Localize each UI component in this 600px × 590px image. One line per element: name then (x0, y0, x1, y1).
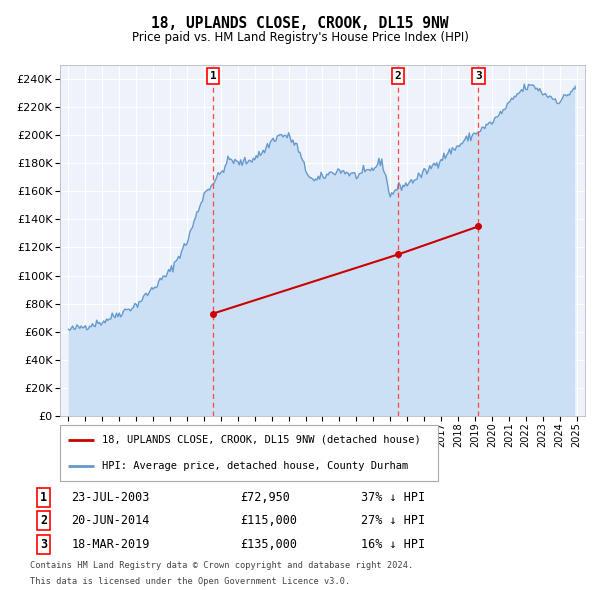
Text: This data is licensed under the Open Government Licence v3.0.: This data is licensed under the Open Gov… (30, 577, 350, 586)
Text: 18-MAR-2019: 18-MAR-2019 (71, 537, 150, 551)
Text: 1: 1 (40, 490, 47, 504)
Text: £135,000: £135,000 (240, 537, 297, 551)
Text: 3: 3 (40, 537, 47, 551)
Text: 2: 2 (40, 514, 47, 527)
Text: 23-JUL-2003: 23-JUL-2003 (71, 490, 150, 504)
Text: 1: 1 (210, 71, 217, 81)
Text: Price paid vs. HM Land Registry's House Price Index (HPI): Price paid vs. HM Land Registry's House … (131, 31, 469, 44)
Text: 18, UPLANDS CLOSE, CROOK, DL15 9NW: 18, UPLANDS CLOSE, CROOK, DL15 9NW (151, 16, 449, 31)
Text: 20-JUN-2014: 20-JUN-2014 (71, 514, 150, 527)
Text: 3: 3 (475, 71, 482, 81)
Text: £115,000: £115,000 (240, 514, 297, 527)
FancyBboxPatch shape (60, 425, 438, 481)
Text: 27% ↓ HPI: 27% ↓ HPI (361, 514, 425, 527)
Text: Contains HM Land Registry data © Crown copyright and database right 2024.: Contains HM Land Registry data © Crown c… (30, 561, 413, 571)
Text: 16% ↓ HPI: 16% ↓ HPI (361, 537, 425, 551)
Text: HPI: Average price, detached house, County Durham: HPI: Average price, detached house, Coun… (101, 461, 408, 471)
Text: 2: 2 (395, 71, 401, 81)
Text: 37% ↓ HPI: 37% ↓ HPI (361, 490, 425, 504)
Text: £72,950: £72,950 (240, 490, 290, 504)
Text: 18, UPLANDS CLOSE, CROOK, DL15 9NW (detached house): 18, UPLANDS CLOSE, CROOK, DL15 9NW (deta… (101, 435, 421, 445)
